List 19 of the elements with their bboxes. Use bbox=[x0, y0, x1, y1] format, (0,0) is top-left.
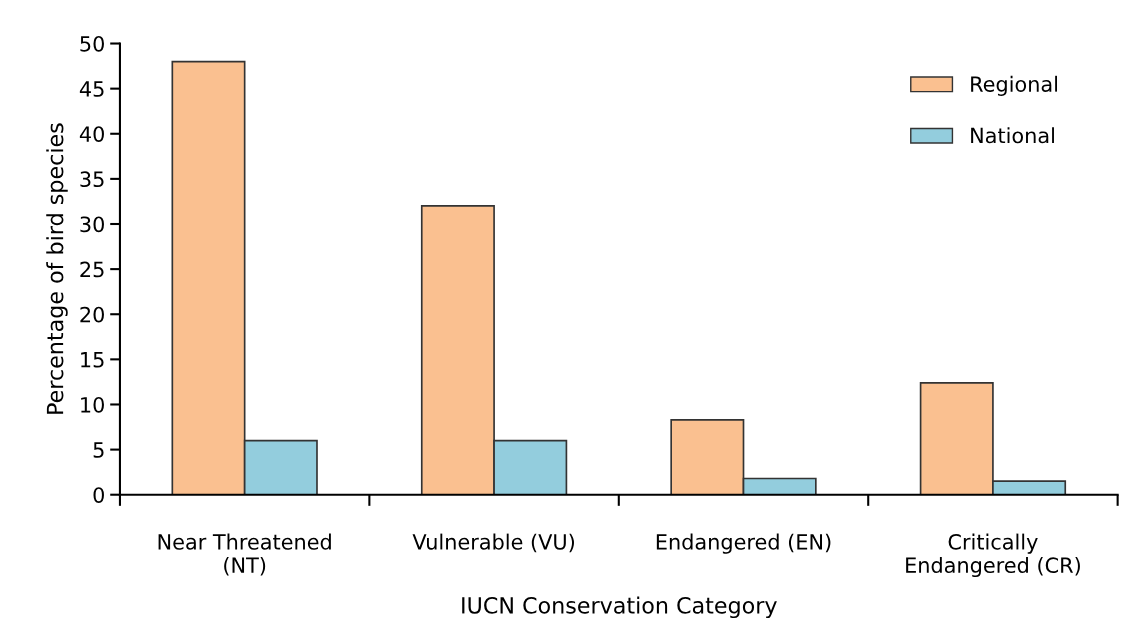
y-tick-label: 30 bbox=[80, 216, 104, 233]
y-tick-label: 50 bbox=[80, 35, 104, 52]
y-tick-label: 35 bbox=[80, 171, 104, 188]
y-tick-label: 45 bbox=[79, 81, 104, 97]
y-tick-label: 0 bbox=[93, 487, 104, 503]
x-tick-label: Near Threatened (NT) bbox=[158, 533, 331, 576]
y-tick-label: 20 bbox=[80, 306, 104, 323]
x-tick-label: Vulnerable (VU) bbox=[412, 533, 574, 553]
y-tick-label: 40 bbox=[79, 126, 104, 142]
legend-label: National bbox=[971, 127, 1054, 144]
y-tick-label: 10 bbox=[81, 396, 104, 413]
x-tick-label: Endangered (EN) bbox=[656, 533, 831, 554]
y-tick-label: 25 bbox=[80, 261, 104, 278]
y-tick-label: 15 bbox=[81, 352, 104, 368]
y-tick-label: 5 bbox=[93, 442, 104, 458]
x-tick-label: Critically Endangered (CR) bbox=[906, 533, 1080, 578]
legend-label: Regional bbox=[971, 75, 1058, 96]
y-axis-title: Percentage of bird species bbox=[46, 123, 68, 414]
x-axis-title: IUCN Conservation Category bbox=[462, 596, 777, 619]
